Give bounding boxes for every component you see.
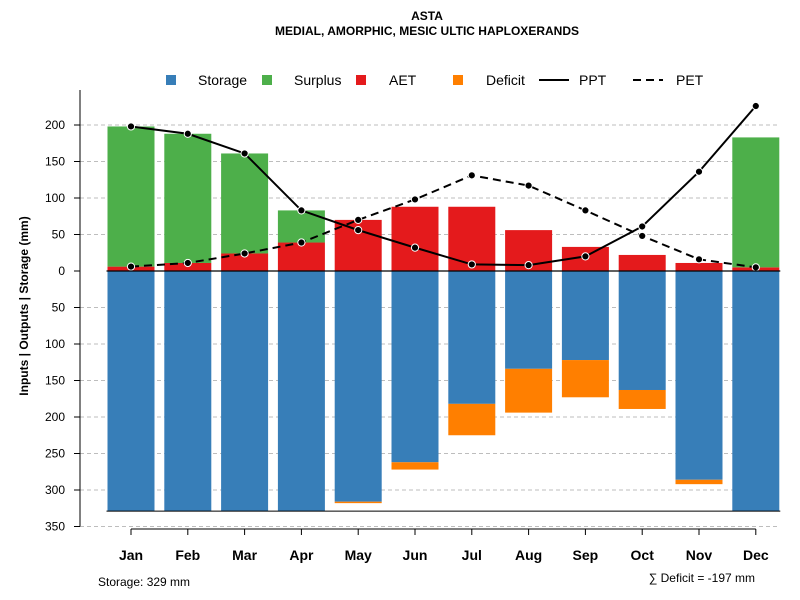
legend-swatch-aet [356,75,366,85]
y-tick-label: 200 [45,410,65,424]
pet-point-jan [126,262,136,271]
y-tick-label: 150 [45,155,65,169]
pet-point-may [354,215,363,224]
ppt-point-feb [183,129,192,138]
bar-aet-jun [391,206,439,271]
bar-storage-jul [448,271,496,404]
legend-label-storage: Storage [198,72,247,88]
y-tick-label: 200 [45,118,65,132]
bar-storage-may [334,271,382,502]
storage-label: Storage: 329 mm [98,575,190,589]
legend-label-ppt: PPT [579,72,607,88]
bar-deficit-aug [505,368,553,413]
pet-point-apr [297,238,306,247]
legend-label-aet: AET [389,72,417,88]
bar-deficit-jun [391,462,439,470]
legend-label-pet: PET [676,72,704,88]
bar-deficit-may [334,501,382,504]
bar-aet-apr [277,242,325,271]
bars [107,126,780,512]
pet-point-jul [467,171,476,180]
y-tick-label: 50 [52,301,66,315]
ppt-point-mar [240,149,249,158]
y-tick-label: 150 [45,374,65,388]
pet-point-aug [524,181,533,190]
pet-point-nov [694,255,704,264]
legend-label-surplus: Surplus [294,72,341,88]
bar-aet-mar [221,253,269,271]
pet-point-mar [240,249,249,258]
y-tick-label: 100 [45,191,65,205]
x-tick-label-oct: Oct [631,547,655,563]
lines [126,101,760,272]
y-tick-label: 250 [45,447,65,461]
x-tick-label-nov: Nov [686,547,713,563]
bar-surplus-jan [107,126,155,267]
y-tick-label: 50 [52,228,66,242]
ppt-point-jun [410,243,420,252]
x-tick-label-apr: Apr [289,547,314,563]
legend-swatch-storage [166,75,176,85]
bar-storage-apr [277,271,325,512]
ppt-point-may [354,226,363,235]
bar-deficit-jul [448,403,496,436]
bar-deficit-nov [675,479,723,485]
bar-storage-jun [391,271,439,463]
bar-deficit-sep [561,360,609,398]
deficit-label: ∑ Deficit = -197 mm [649,571,755,585]
pet-line [130,174,756,269]
pet-point-dec [751,263,760,272]
ppt-point-jul [467,260,476,269]
ppt-point-aug [524,261,533,270]
bar-deficit-oct [618,389,666,409]
y-tick-label: 300 [45,483,65,497]
ppt-point-apr [297,206,306,215]
x-tick-label-dec: Dec [743,547,769,563]
x-tick-label-aug: Aug [515,547,542,563]
legend-label-deficit: Deficit [486,72,525,88]
legend-swatch-deficit [453,75,463,85]
ppt-point-dec [751,101,760,111]
bar-storage-feb [164,271,212,512]
y-tick-label: 0 [58,264,65,278]
x-tick-label-feb: Feb [175,547,200,563]
ppt-point-jan [126,122,136,131]
pet-point-feb [183,258,192,268]
bar-storage-aug [505,271,553,369]
bar-aet-oct [618,254,666,271]
bar-storage-nov [675,271,723,480]
pet-point-jun [410,195,420,204]
x-tick-label-sep: Sep [573,547,599,563]
bar-storage-dec [732,271,780,512]
bar-storage-mar [221,271,269,512]
pet-point-sep [581,206,590,215]
bar-aet-nov [675,262,723,271]
axes: 200 150 100 50 0 50 100 150 200 250 300 350 Jan Feb Ma… [45,90,781,563]
pet-point-oct [638,231,647,241]
x-tick-label-jun: Jun [403,547,428,563]
ppt-point-nov [694,167,704,176]
bar-surplus-feb [164,133,212,263]
ppt-line [130,105,757,267]
bar-storage-sep [561,271,609,361]
legend: Storage Surplus AET Deficit PPT PET [166,72,704,88]
y-tick-label: 350 [45,520,65,534]
ppt-point-oct [638,222,647,231]
chart-title: ASTA [411,9,443,23]
ppt-point-sep [581,252,590,261]
bar-storage-jan [107,271,155,512]
legend-swatch-surplus [262,75,272,85]
y-tick-label: 100 [45,337,65,351]
bar-surplus-mar [221,153,269,254]
bar-surplus-dec [732,137,780,268]
x-tick-label-jul: Jul [462,547,482,563]
x-tick-label-may: May [345,547,372,563]
chart-subtitle: MEDIAL, AMORPHIC, MESIC ULTIC HAPLOXERAN… [275,24,579,38]
bar-storage-oct [618,271,666,390]
x-tick-label-mar: Mar [232,547,257,563]
x-tick-label-jan: Jan [119,547,143,563]
y-axis-label: Inputs | Outputs | Storage (mm) [17,216,31,395]
